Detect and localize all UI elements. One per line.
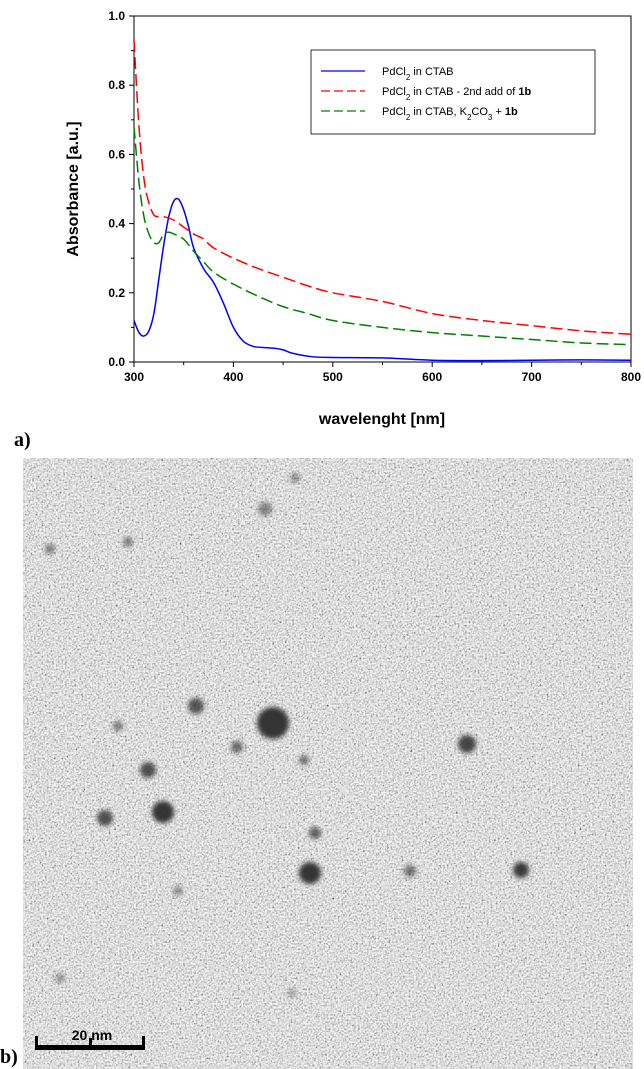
x-tick-label: 300 bbox=[124, 370, 144, 384]
nanoparticle bbox=[299, 755, 309, 765]
nanoparticle bbox=[231, 741, 243, 753]
scale-bar: 20 nm bbox=[35, 1027, 145, 1050]
x-axis-title: wavelenght [nm] bbox=[318, 411, 445, 428]
scale-bar-tick-mid bbox=[89, 1038, 92, 1050]
x-tick-label: 600 bbox=[422, 370, 442, 384]
x-axis-ticks: 300 400 500 600 700 800 bbox=[124, 362, 641, 384]
y-tick-label: 0.4 bbox=[108, 217, 125, 231]
nanoparticle bbox=[152, 801, 174, 823]
y-tick-label: 0.2 bbox=[108, 286, 125, 300]
y-tick-label: 1.0 bbox=[108, 9, 125, 23]
series-line-1 bbox=[133, 197, 632, 362]
x-tick-label: 500 bbox=[323, 370, 343, 384]
scale-bar-tick-left bbox=[35, 1036, 38, 1050]
nanoparticle bbox=[288, 989, 296, 997]
x-tick-label: 700 bbox=[522, 370, 542, 384]
legend-label-1: PdCl2 in CTAB bbox=[382, 66, 454, 82]
nanoparticle bbox=[55, 973, 65, 983]
nanoparticle bbox=[458, 735, 476, 753]
y-tick-label: 0.8 bbox=[108, 78, 125, 92]
nanoparticle bbox=[258, 502, 272, 516]
x-tick-label: 400 bbox=[223, 370, 243, 384]
nanoparticle bbox=[140, 762, 156, 778]
nanoparticle bbox=[309, 827, 321, 839]
series-line-3 bbox=[133, 126, 632, 346]
y-tick-label: 0.6 bbox=[108, 147, 125, 161]
nanoparticle bbox=[173, 886, 183, 896]
nanoparticles bbox=[45, 473, 529, 997]
nanoparticle bbox=[113, 721, 123, 731]
nanoparticle bbox=[188, 698, 204, 714]
nanoparticle bbox=[97, 810, 113, 826]
micrograph-texture bbox=[23, 458, 633, 1069]
nanoparticle bbox=[299, 862, 321, 884]
legend-box bbox=[310, 49, 596, 135]
panel-label-b: b) bbox=[0, 1046, 18, 1068]
panel-label-a: a) bbox=[14, 429, 31, 451]
y-tick-label: 0.0 bbox=[108, 355, 125, 369]
legend-label-3: PdCl2 in CTAB, K2CO3 + 1b bbox=[382, 106, 518, 122]
nanoparticle bbox=[123, 537, 133, 547]
y-axis-ticks: 0.0 0.2 0.4 0.6 0.8 1.0 bbox=[108, 9, 134, 369]
nanoparticle bbox=[45, 544, 55, 554]
nanoparticle bbox=[404, 865, 416, 877]
nanoparticle bbox=[513, 862, 529, 878]
nanoparticle bbox=[290, 473, 300, 483]
absorbance-chart: 300 400 500 600 700 800 0.0 0.2 0.4 0.6 0.8 1.0 wa… bbox=[14, 9, 641, 451]
nanoparticle bbox=[257, 707, 289, 739]
legend: PdCl2 in CTAB PdCl2 in CTAB - 2nd add of … bbox=[310, 49, 596, 135]
series-line-2 bbox=[133, 40, 632, 336]
tem-micrograph: 20 nm b) bbox=[0, 458, 633, 1069]
legend-label-2: PdCl2 in CTAB - 2nd add of 1b bbox=[382, 86, 531, 102]
x-tick-label: 800 bbox=[621, 370, 641, 384]
scale-bar-label: 20 nm bbox=[72, 1027, 112, 1043]
series-layer bbox=[133, 40, 632, 362]
scale-bar-tick-right bbox=[142, 1036, 145, 1050]
y-axis-title: Absorbance [a.u.] bbox=[65, 121, 82, 256]
